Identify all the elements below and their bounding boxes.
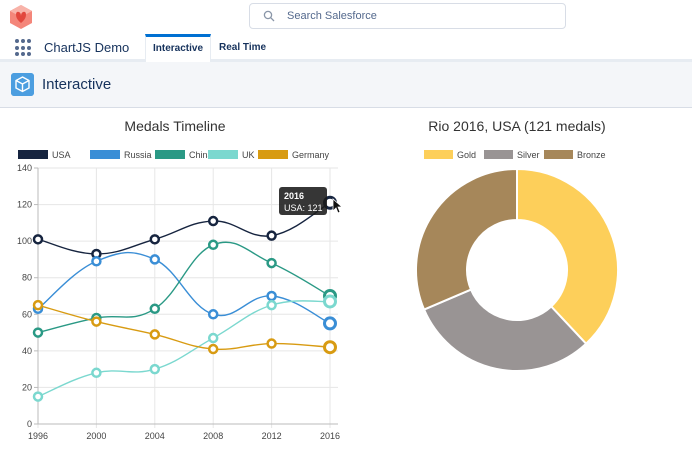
- data-point-china[interactable]: [32, 327, 44, 338]
- legend-label-bronze[interactable]: Bronze: [577, 150, 606, 160]
- legend-swatch-uk[interactable]: [208, 150, 238, 159]
- pie-slice-silver[interactable]: [422, 288, 588, 372]
- line-chart-grid: [37, 167, 338, 428]
- mouse-cursor-icon: [332, 198, 344, 214]
- legend-swatch-china[interactable]: [155, 150, 185, 159]
- series-line-germany: [37, 304, 331, 351]
- data-point-germany[interactable]: [207, 343, 219, 355]
- pie-slice-gold[interactable]: [516, 167, 619, 346]
- data-point-usa[interactable]: [207, 215, 219, 227]
- line-chart-legend: USA Russia China UK Germany: [18, 150, 330, 160]
- app-launcher-icon[interactable]: [15, 39, 33, 57]
- pie-chart-title: Rio 2016, USA (121 medals): [428, 118, 605, 134]
- chart-tooltip: 2016 USA: 121: [279, 187, 327, 215]
- tab-real-time[interactable]: Real Time: [219, 42, 267, 53]
- legend-swatch-silver[interactable]: [484, 150, 513, 159]
- legend-label-germany[interactable]: Germany: [292, 150, 330, 160]
- y-tick-label: 0: [27, 419, 32, 429]
- data-point-russia[interactable]: [149, 254, 161, 265]
- search-placeholder: Search Salesforce: [287, 10, 377, 22]
- legend-label-china[interactable]: China: [189, 150, 213, 160]
- salesforce-logo-icon[interactable]: [9, 4, 33, 30]
- legend-label-gold[interactable]: Gold: [457, 150, 476, 160]
- line-chart-x-axis: 1996 2000 2004 2008 2012 2016: [28, 431, 340, 441]
- data-point-china[interactable]: [207, 239, 219, 251]
- pie-chart-slices[interactable]: [415, 167, 619, 372]
- y-tick-label: 60: [22, 309, 32, 319]
- data-point-russia[interactable]: [266, 290, 277, 302]
- medals-timeline-chart[interactable]: Medals Timeline USA Russia China UK Germany …: [17, 118, 344, 441]
- x-tick-label: 1996: [28, 431, 48, 441]
- cube-icon: [11, 73, 34, 96]
- y-tick-label: 120: [17, 200, 32, 210]
- data-point-germany[interactable]: [323, 340, 337, 355]
- x-tick-label: 2016: [320, 431, 340, 441]
- data-point-uk[interactable]: [207, 332, 219, 344]
- nav-bar: ChartJS Demo Interactive Real Time: [0, 34, 692, 64]
- search-input[interactable]: Search Salesforce: [249, 3, 566, 29]
- search-icon: [263, 10, 275, 22]
- tooltip-body: USA: 121: [284, 203, 323, 213]
- legend-swatch-germany[interactable]: [258, 150, 288, 159]
- legend-swatch-bronze[interactable]: [544, 150, 573, 159]
- global-header: Search Salesforce: [0, 0, 692, 34]
- data-point-china[interactable]: [149, 303, 161, 315]
- data-point-uk[interactable]: [149, 363, 161, 375]
- y-tick-label: 100: [17, 236, 32, 246]
- data-point-germany[interactable]: [91, 316, 102, 327]
- page-header: Interactive: [0, 62, 692, 108]
- line-chart-y-axis: 0 20 40 60 80 100 120 140: [17, 163, 38, 429]
- tab-interactive[interactable]: Interactive: [145, 34, 211, 64]
- legend-label-russia[interactable]: Russia: [124, 150, 152, 160]
- data-point-germany[interactable]: [32, 299, 44, 311]
- data-point-germany[interactable]: [266, 338, 277, 349]
- data-point-usa[interactable]: [149, 234, 161, 245]
- y-tick-label: 140: [17, 163, 32, 173]
- app-name: ChartJS Demo: [44, 40, 130, 55]
- data-point-usa[interactable]: [266, 230, 277, 241]
- data-point-uk[interactable]: [32, 391, 44, 402]
- series-line-uk: [37, 300, 331, 398]
- data-point-russia[interactable]: [207, 309, 219, 320]
- pie-slice-bronze[interactable]: [415, 167, 518, 311]
- legend-swatch-russia[interactable]: [90, 150, 120, 159]
- x-tick-label: 2000: [86, 431, 106, 441]
- data-point-uk[interactable]: [266, 299, 277, 311]
- line-chart-title: Medals Timeline: [124, 118, 225, 134]
- y-tick-label: 80: [22, 273, 32, 283]
- data-point-uk[interactable]: [91, 367, 102, 379]
- line-chart-series: [37, 202, 331, 398]
- rio-2016-donut-chart[interactable]: Rio 2016, USA (121 medals) Gold Silver Bro…: [415, 118, 619, 372]
- x-tick-label: 2012: [262, 431, 282, 441]
- data-point-germany[interactable]: [149, 329, 161, 340]
- data-point-russia[interactable]: [91, 256, 102, 267]
- y-tick-label: 20: [22, 382, 32, 392]
- charts-area: Medals Timeline USA Russia China UK Germany …: [17, 118, 619, 441]
- legend-label-silver[interactable]: Silver: [517, 150, 540, 160]
- data-point-usa[interactable]: [32, 234, 44, 245]
- tooltip-title: 2016: [284, 191, 304, 201]
- x-tick-label: 2004: [145, 431, 165, 441]
- page-title: Interactive: [42, 76, 112, 93]
- legend-swatch-usa[interactable]: [18, 150, 48, 159]
- legend-swatch-gold[interactable]: [424, 150, 453, 159]
- data-point-china[interactable]: [266, 257, 277, 269]
- legend-label-uk[interactable]: UK: [242, 150, 255, 160]
- x-tick-label: 2008: [203, 431, 223, 441]
- series-line-russia: [37, 251, 331, 325]
- pie-chart-legend: Gold Silver Bronze: [424, 150, 606, 160]
- data-point-uk[interactable]: [323, 294, 337, 309]
- y-tick-label: 40: [22, 346, 32, 356]
- legend-label-usa[interactable]: USA: [52, 150, 71, 160]
- data-point-russia[interactable]: [323, 316, 337, 331]
